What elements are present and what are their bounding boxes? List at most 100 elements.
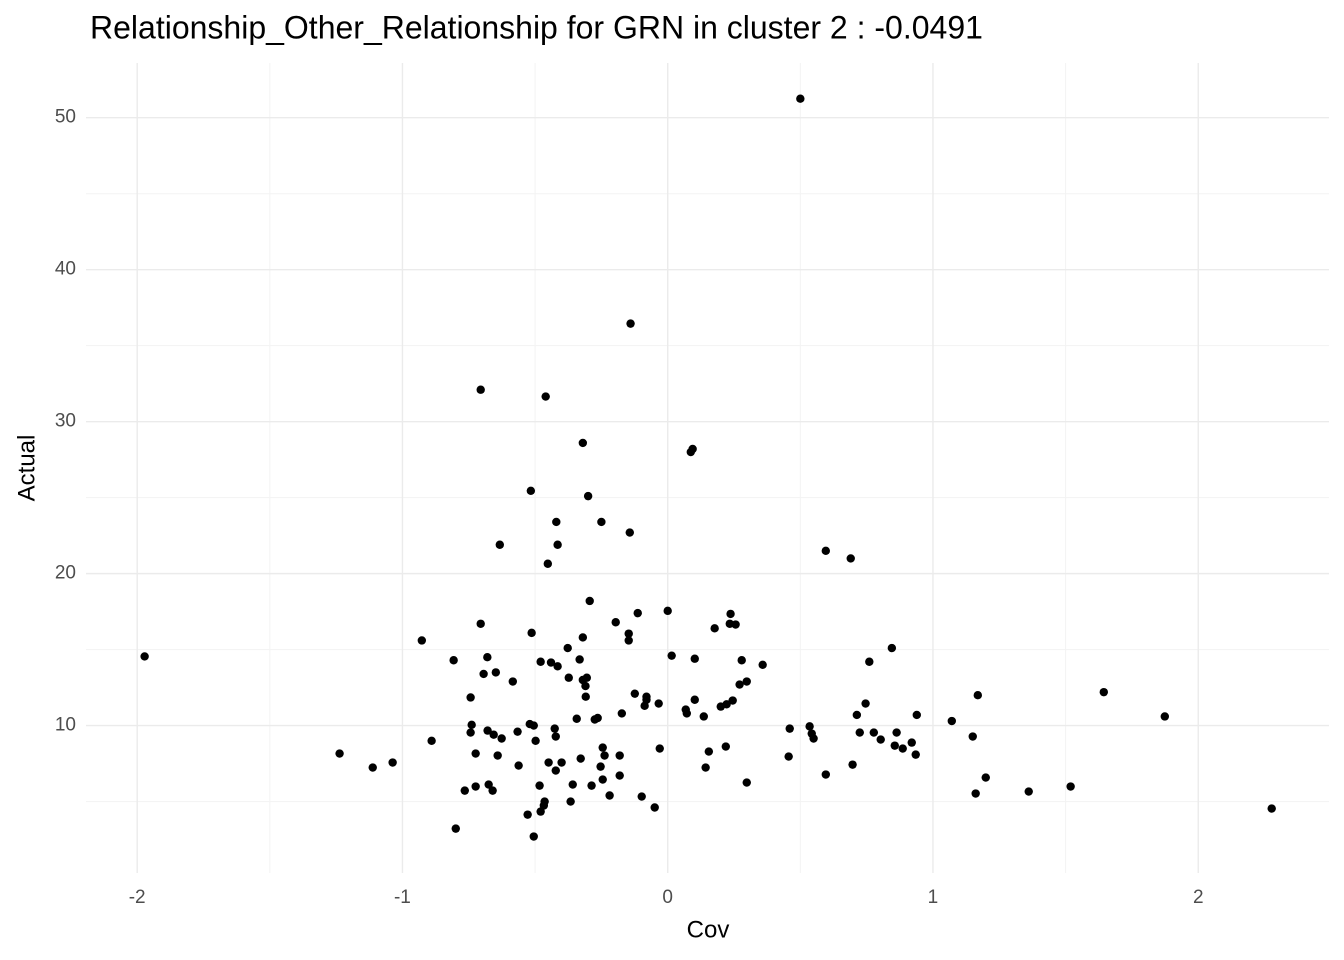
point [907, 738, 916, 747]
point [1066, 782, 1075, 791]
point [484, 780, 493, 789]
point [721, 742, 731, 751]
point [581, 692, 590, 701]
point [563, 643, 572, 653]
point [981, 773, 990, 782]
point [861, 699, 870, 708]
point [640, 701, 649, 711]
point [466, 693, 475, 702]
point [590, 715, 599, 724]
points [140, 94, 1276, 841]
point [667, 651, 676, 660]
point [495, 540, 505, 549]
point [911, 750, 920, 759]
point [460, 786, 469, 795]
point [971, 789, 980, 798]
point [550, 724, 559, 733]
point [582, 673, 592, 682]
point [1160, 712, 1170, 721]
y-tick-label: 50 [55, 107, 76, 128]
point [552, 517, 561, 527]
point [508, 677, 518, 686]
point [526, 486, 536, 495]
point [583, 491, 593, 501]
x-tick-label: 2 [1193, 887, 1204, 908]
point [865, 657, 874, 666]
point [701, 763, 710, 772]
point [551, 766, 560, 775]
point [587, 781, 596, 790]
point [973, 690, 982, 700]
point [541, 392, 550, 401]
point [852, 710, 862, 720]
point [805, 722, 814, 731]
point [531, 736, 540, 745]
point [476, 619, 485, 628]
point [479, 669, 488, 679]
point [809, 734, 818, 743]
point [497, 734, 506, 743]
point [466, 728, 475, 737]
point [650, 803, 659, 812]
point [529, 721, 538, 730]
point [1099, 687, 1108, 697]
point [710, 624, 719, 633]
point [578, 438, 588, 448]
point [513, 727, 522, 736]
y-tick-label: 20 [55, 563, 76, 584]
point [887, 643, 897, 653]
point [527, 628, 536, 638]
point [523, 810, 532, 819]
point [491, 668, 501, 677]
point [600, 751, 609, 760]
point [846, 554, 855, 563]
point [543, 559, 553, 568]
point [690, 654, 699, 663]
point [704, 747, 714, 756]
point [735, 680, 744, 689]
point [544, 758, 553, 767]
point [335, 749, 344, 758]
point [368, 763, 377, 772]
point [615, 771, 624, 780]
point [655, 744, 664, 753]
point [605, 791, 614, 800]
point [663, 606, 672, 616]
x-tick-label: 0 [662, 887, 673, 908]
point [890, 741, 899, 750]
point [796, 94, 805, 103]
y-tick-label: 10 [55, 715, 76, 736]
x-tick-label: -2 [129, 887, 146, 908]
point [536, 807, 545, 816]
point [514, 761, 523, 770]
point [947, 716, 957, 726]
point [471, 782, 480, 791]
point [869, 728, 879, 737]
point [483, 726, 492, 735]
point [716, 702, 725, 711]
point [598, 775, 607, 784]
point [626, 319, 635, 328]
point [467, 720, 476, 730]
x-tick-label: 1 [928, 887, 939, 908]
point [476, 385, 485, 394]
point [575, 655, 584, 664]
point [821, 770, 831, 779]
point [581, 681, 590, 691]
point [617, 709, 627, 718]
point [742, 677, 751, 686]
point [630, 689, 640, 698]
point [699, 712, 708, 721]
point [596, 762, 605, 771]
point [625, 528, 634, 537]
point [568, 780, 577, 789]
point [785, 724, 794, 733]
point [572, 714, 581, 723]
chart-title: Relationship_Other_Relationship for GRN … [90, 9, 983, 45]
point [742, 778, 751, 787]
x-axis-title: Cov [687, 916, 730, 943]
y-tick-label: 40 [55, 259, 76, 280]
point [686, 447, 695, 457]
point [471, 749, 480, 758]
point [557, 758, 566, 767]
